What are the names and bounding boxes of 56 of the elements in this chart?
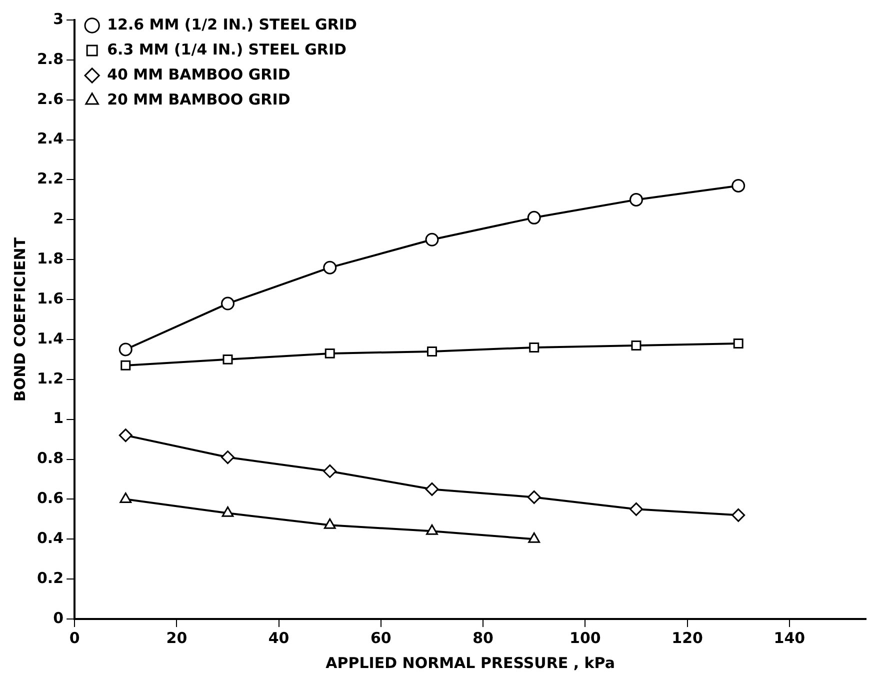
- x-tick-label: 100: [570, 628, 601, 647]
- x-tick-label: 40: [268, 628, 290, 647]
- y-tick-label: 0: [53, 608, 64, 627]
- point: [631, 340, 642, 350]
- x-tick-label: 140: [774, 628, 806, 647]
- legend-label: 40 MM BAMBOO GRID: [107, 65, 290, 84]
- legend-label: 6.3 MM (1/4 IN.) STEEL GRID: [107, 40, 346, 58]
- y-tick-label: 0.8: [36, 449, 64, 468]
- y-tick-label: 0.2: [36, 568, 64, 587]
- point: [629, 192, 643, 206]
- y-axis-title: BOND COEFFICIENT: [10, 236, 29, 402]
- y-tick-label: 1.2: [36, 369, 64, 388]
- point: [324, 518, 336, 529]
- legend-label: 12.6 MM (1/2 IN.) STEEL GRID: [107, 15, 357, 34]
- point: [222, 354, 233, 364]
- point: [426, 524, 438, 535]
- x-tick-label: 120: [672, 628, 703, 647]
- point: [427, 346, 437, 356]
- point: [425, 482, 439, 496]
- point: [118, 342, 132, 356]
- y-tick-label: 0.6: [36, 489, 64, 508]
- x-axis-title: APPLIED NORMAL PRESSURE , kPa: [326, 654, 615, 672]
- y-tick-label: 1.6: [36, 289, 64, 308]
- x-tick-label: 60: [370, 628, 392, 647]
- point: [629, 502, 643, 516]
- y-tick-label: 2.4: [36, 130, 64, 148]
- point: [120, 360, 131, 370]
- x-tick-label: 0: [69, 628, 80, 647]
- legend-label: 20 MM BAMBOO GRID: [107, 90, 290, 108]
- point: [529, 342, 540, 352]
- x-tick-label: 80: [472, 628, 494, 647]
- point: [222, 506, 234, 517]
- y-tick-label: 1.4: [36, 329, 64, 348]
- point: [323, 260, 337, 274]
- point: [732, 178, 746, 192]
- point: [120, 492, 132, 503]
- y-tick-label: 1: [53, 409, 64, 428]
- y-tick-label: 0.4: [36, 529, 64, 548]
- y-tick-label: 2.2: [36, 170, 64, 188]
- y-tick-label: 2: [53, 210, 64, 228]
- point: [425, 232, 439, 246]
- point: [528, 532, 540, 543]
- y-tick-label: 2.6: [36, 90, 64, 108]
- y-tick-label: 3: [53, 10, 64, 28]
- y-tick-label: 1.8: [36, 249, 64, 268]
- point: [527, 490, 541, 504]
- point: [527, 210, 541, 224]
- point: [732, 508, 746, 522]
- point: [324, 348, 335, 358]
- point: [118, 428, 132, 442]
- x-tick-label: 20: [166, 628, 188, 647]
- point: [221, 296, 234, 310]
- point: [733, 338, 744, 348]
- point: [221, 450, 234, 464]
- point: [323, 464, 337, 478]
- y-tick-label: 2.8: [36, 50, 64, 68]
